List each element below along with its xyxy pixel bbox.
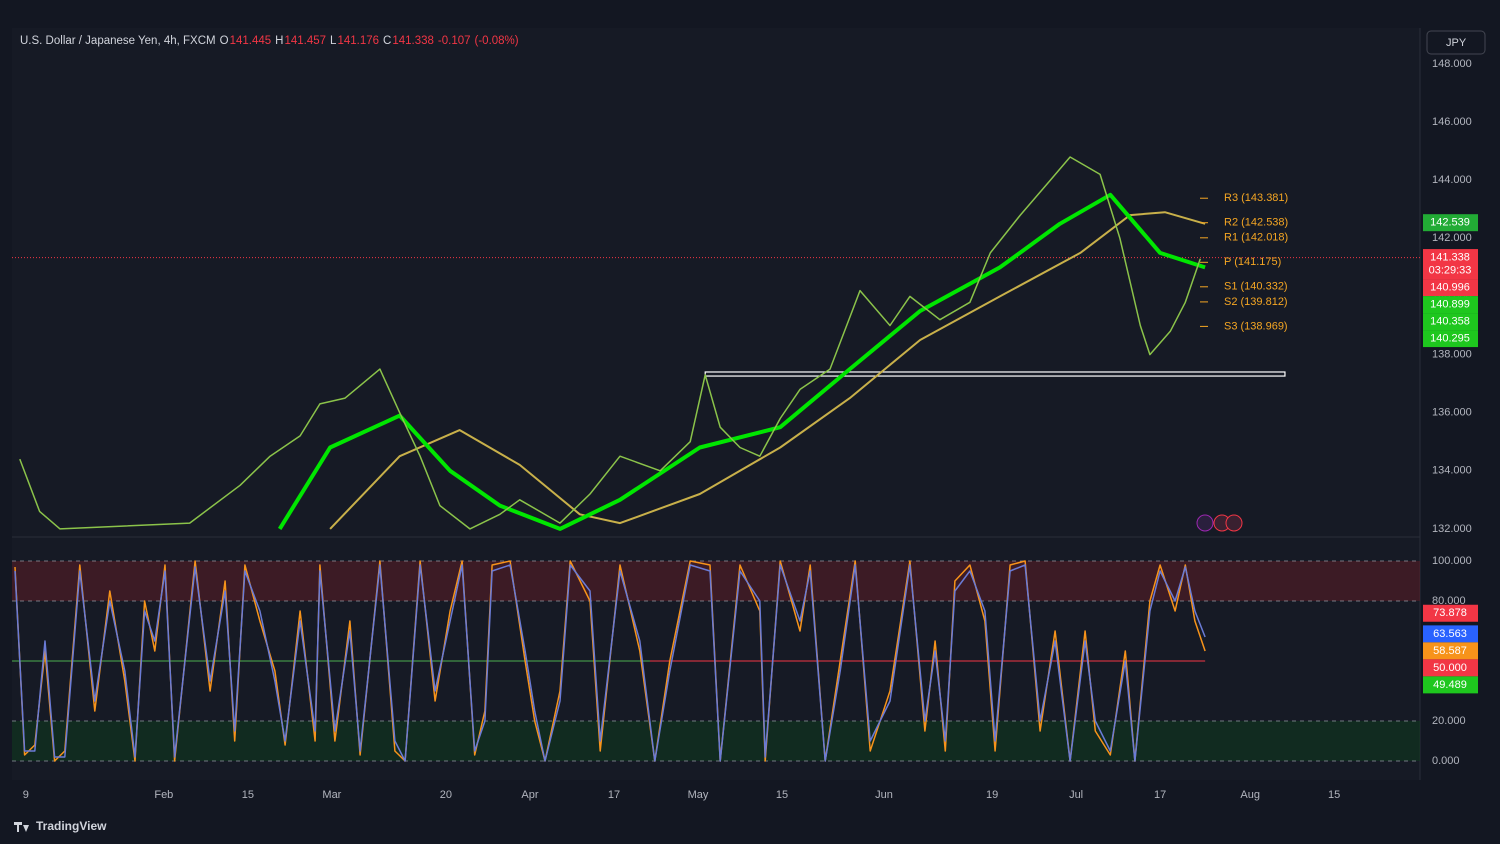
pivot-label: R2 (142.538)	[1224, 217, 1288, 229]
x-tick-label: 17	[608, 789, 620, 801]
pane	[12, 560, 1420, 762]
x-tick-label: 15	[1328, 789, 1340, 801]
header-text: O	[220, 35, 229, 47]
y-tick-label: 80.000	[1432, 595, 1466, 607]
x-tick-label: Aug	[1240, 789, 1260, 801]
header-text: U.S. Dollar / Japanese Yen, 4h, FXCM	[20, 35, 216, 47]
price-label: 141.338	[1430, 251, 1470, 263]
price-label-box	[1423, 625, 1478, 643]
series-line	[329, 211, 1206, 530]
price-label-box	[1423, 604, 1478, 622]
price-label: 140.295	[1430, 332, 1470, 344]
price-label: 140.899	[1430, 298, 1470, 310]
price-label: 49.489	[1433, 679, 1467, 691]
countdown: 03:29:33	[1429, 264, 1472, 276]
y-tick-label: 138.000	[1432, 348, 1472, 360]
x-tick-label: 20	[440, 789, 452, 801]
series-line	[277, 192, 1206, 531]
brand-name: TradingView	[36, 819, 107, 833]
currency-label: JPY	[1446, 37, 1467, 49]
pivot-label: S1 (140.332)	[1224, 281, 1288, 293]
header-text: 141.445	[230, 35, 272, 47]
price-label: 73.878	[1433, 607, 1467, 619]
price-label: 142.539	[1430, 217, 1470, 229]
x-tick-label: 17	[1154, 789, 1166, 801]
pivot-label: R1 (142.018)	[1224, 232, 1288, 244]
y-tick-label: 100.000	[1432, 555, 1472, 567]
x-tick-label: 15	[242, 789, 254, 801]
price-label-box	[1423, 296, 1478, 314]
x-tick-label: 19	[986, 789, 998, 801]
header-text: (-0.08%)	[475, 35, 519, 47]
pane	[12, 156, 1420, 531]
x-tick-label: Jul	[1069, 789, 1083, 801]
price-label-box	[1423, 249, 1478, 280]
price-label-box	[1423, 330, 1478, 348]
y-tick-label: 132.000	[1432, 523, 1472, 535]
pivot-label: P (141.175)	[1224, 256, 1281, 268]
x-tick-label: Apr	[521, 789, 538, 801]
y-tick-label: 136.000	[1432, 407, 1472, 419]
support-zone	[704, 371, 1286, 377]
x-tick-label: May	[688, 789, 709, 801]
pivot-label: S3 (138.969)	[1224, 320, 1288, 332]
series-line	[19, 156, 1202, 530]
series-line	[14, 564, 1206, 762]
y-tick-label: 134.000	[1432, 465, 1472, 477]
header-text: 141.457	[284, 35, 326, 47]
event-icon[interactable]	[1225, 514, 1243, 532]
header-text: 141.176	[337, 35, 379, 47]
event-icon[interactable]	[1196, 514, 1214, 532]
plot-area	[12, 28, 1420, 780]
header-text: C	[383, 35, 391, 47]
y-tick-label: 144.000	[1432, 174, 1472, 186]
brand-logo	[14, 822, 29, 832]
pivot-label: R3 (143.381)	[1224, 192, 1288, 204]
price-label: 58.587	[1433, 645, 1467, 657]
y-tick-label: 20.000	[1432, 715, 1466, 727]
header-text: H	[275, 35, 283, 47]
price-label-box	[1423, 676, 1478, 694]
price-label: 63.563	[1433, 628, 1467, 640]
price-label-box	[1423, 659, 1478, 677]
x-tick-label: Feb	[154, 789, 173, 801]
price-label-box	[1423, 214, 1478, 232]
y-tick-label: 146.000	[1432, 116, 1472, 128]
pivot-label: S2 (139.812)	[1224, 296, 1288, 308]
price-label-box	[1423, 279, 1478, 297]
price-label: 140.996	[1430, 281, 1470, 293]
x-tick-label: Mar	[322, 789, 341, 801]
header-text: -0.107	[438, 35, 471, 47]
x-tick-label: Jun	[875, 789, 893, 801]
x-tick-label: 15	[776, 789, 788, 801]
price-label-box	[1423, 642, 1478, 660]
header-text: L	[330, 35, 337, 47]
price-label: 140.358	[1430, 315, 1470, 327]
y-tick-label: 142.000	[1432, 232, 1472, 244]
price-label-box	[1423, 313, 1478, 331]
currency-button[interactable]	[1426, 30, 1486, 55]
y-tick-label: 0.000	[1432, 755, 1460, 767]
price-label: 50.000	[1433, 662, 1467, 674]
band	[12, 721, 1420, 761]
y-tick-label: 148.000	[1432, 58, 1472, 70]
header-text: 141.338	[392, 35, 434, 47]
x-tick-label: 9	[23, 789, 29, 801]
